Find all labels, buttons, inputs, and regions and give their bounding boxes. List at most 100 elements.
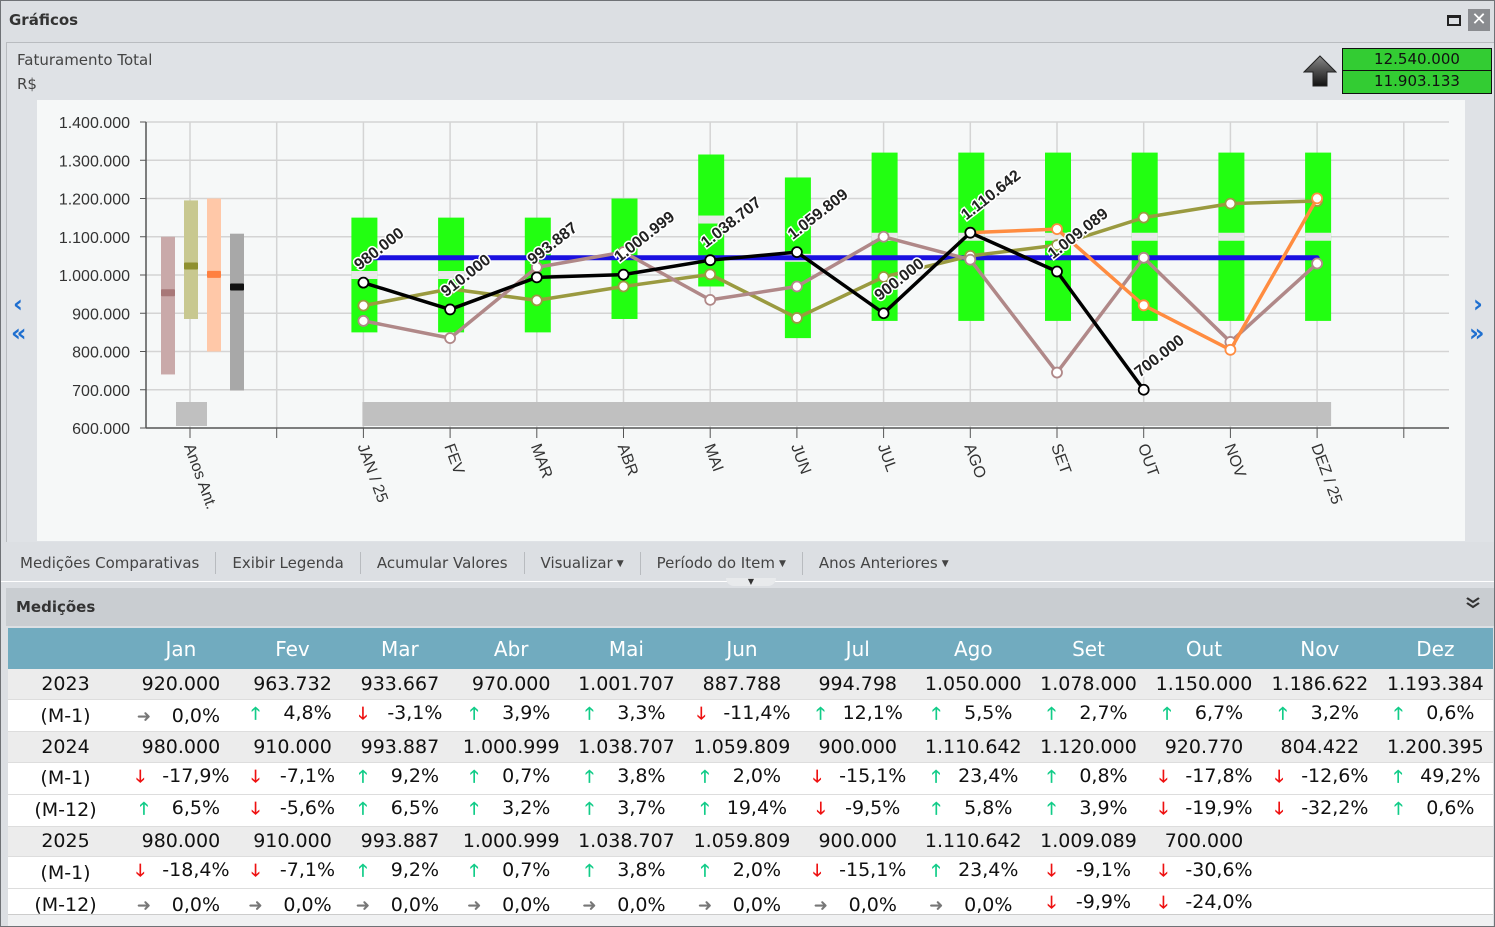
- column-header[interactable]: Jul: [799, 628, 916, 669]
- column-header[interactable]: [8, 628, 123, 669]
- column-header[interactable]: Mar: [346, 628, 454, 669]
- x-tick-label: FEV: [440, 442, 467, 477]
- table-cell: 🡑 6,5%: [123, 794, 239, 827]
- column-header[interactable]: Set: [1030, 628, 1147, 669]
- column-header[interactable]: Out: [1146, 628, 1262, 669]
- percent-value: 9,2%: [390, 859, 440, 881]
- arrow-up-icon: 🡑: [1047, 704, 1056, 724]
- percent-value: 0,0%: [171, 893, 221, 916]
- toolbar-anos-anteriores[interactable]: Anos Anteriores ▼: [803, 552, 965, 575]
- prev-year-avg-marker: [230, 283, 244, 291]
- percent-value: 6,5%: [390, 796, 440, 819]
- window-title: Gráficos: [9, 11, 79, 29]
- row-label: 2023: [8, 669, 123, 700]
- toolbar-acumular-valores[interactable]: Acumular Valores: [361, 552, 525, 574]
- toolbar-visualizar[interactable]: Visualizar ▼: [525, 551, 641, 575]
- table-cell: 994.798: [799, 669, 916, 700]
- toolbar-item-label: Visualizar: [540, 553, 613, 572]
- percent-value: -24,0%: [1185, 891, 1253, 913]
- table-cell: 🡓 -32,2%: [1261, 794, 1378, 827]
- data-point: [1224, 197, 1237, 210]
- percent-value: 23,4%: [958, 764, 1019, 787]
- percent-value: -9,9%: [1075, 891, 1132, 913]
- column-header[interactable]: Nov: [1261, 628, 1378, 669]
- target-total: 12.540.000: [1342, 48, 1492, 71]
- toolbar-medicoes-comparativas[interactable]: Medições Comparativas: [6, 552, 217, 574]
- target-mark: [351, 271, 378, 279]
- splitter-toggle-icon[interactable]: ▼: [726, 578, 776, 586]
- row-label: (M-12): [8, 794, 123, 827]
- data-point: [617, 280, 630, 293]
- arrow-up-icon: 🡑: [1278, 704, 1288, 724]
- table-cell: 🡑 3,7%: [568, 794, 685, 827]
- x-tick-label: Anos Ant.: [180, 442, 219, 512]
- table-cell: 🡑 3,9%: [453, 699, 569, 732]
- column-header[interactable]: Ago: [915, 628, 1031, 669]
- medicoes-title: Medições: [16, 598, 96, 616]
- x-tick-label: JUL: [874, 442, 900, 475]
- percent-value: 6,7%: [1194, 702, 1244, 724]
- arrow-down-icon: 🡓: [1274, 798, 1284, 819]
- table-cell: 700.000: [1146, 826, 1262, 857]
- table-cell: 🡑 49,2%: [1377, 762, 1493, 795]
- prev-year-range-bar: [161, 236, 175, 375]
- column-header[interactable]: Jan: [123, 628, 239, 669]
- target-mark: [1218, 232, 1245, 241]
- percent-value: 3,8%: [617, 859, 666, 881]
- percent-value: -17,9%: [162, 764, 230, 787]
- table-cell: 1.001.707: [568, 669, 685, 700]
- table-cell: 993.887: [346, 731, 454, 763]
- table-cell: [1261, 826, 1378, 857]
- percent-value: 19,4%: [726, 796, 788, 819]
- row-label: (M-1): [8, 699, 123, 732]
- table-row: 2023 920.000 963.732 933.667 970.000 1.001.70…: [8, 669, 1493, 700]
- double-chevron-down-icon[interactable]: [1465, 596, 1482, 614]
- prev-page-icon[interactable]: ‹: [13, 290, 23, 318]
- table-cell: 🡑 3,9%: [1030, 794, 1147, 827]
- last-page-icon[interactable]: »: [1469, 319, 1485, 347]
- arrow-up-icon: 🡑: [1047, 798, 1056, 819]
- medicoes-header: Medições: [6, 588, 1494, 626]
- close-icon[interactable]: ✕: [1468, 9, 1490, 31]
- table-cell: 1.059.809: [684, 731, 800, 763]
- table-cell: 804.422: [1261, 731, 1378, 763]
- arrow-up-icon: 🡑: [1162, 704, 1172, 724]
- table-cell: 🡑 5,8%: [915, 794, 1031, 827]
- data-point: [704, 293, 717, 306]
- column-header[interactable]: Mai: [568, 628, 685, 669]
- table-cell: 1.150.000: [1146, 669, 1262, 700]
- data-point: [1137, 299, 1150, 312]
- column-header[interactable]: Dez: [1377, 628, 1493, 669]
- maximize-icon[interactable]: [1447, 15, 1461, 26]
- table-header-row: Jan Fev Mar Abr Mai Jun Jul Ago Set Out Nov Dez: [8, 628, 1493, 669]
- x-tick-label: MAR: [527, 442, 555, 481]
- column-header[interactable]: Fev: [238, 628, 347, 669]
- table-cell: 🡓 -7,1%: [238, 762, 347, 795]
- arrow-down-icon: 🡓: [358, 704, 368, 724]
- percent-value: 3,9%: [502, 702, 551, 724]
- next-page-icon[interactable]: ›: [1473, 290, 1483, 318]
- table-cell: 🡑 3,8%: [568, 856, 685, 889]
- table-cell: 🡓 -15,1%: [799, 856, 916, 889]
- data-point: [1051, 223, 1063, 236]
- first-page-icon[interactable]: «: [11, 319, 27, 347]
- table-cell: [1261, 856, 1378, 889]
- percent-value: -11,4%: [723, 702, 791, 724]
- arrow-down-icon: 🡓: [696, 704, 706, 724]
- data-point: [704, 268, 717, 281]
- prev-year-range-bar: [230, 233, 244, 391]
- column-header[interactable]: Abr: [453, 628, 569, 669]
- arrow-right-icon: ➜: [136, 706, 152, 727]
- data-point: [964, 253, 977, 266]
- column-header[interactable]: Jun: [684, 628, 800, 669]
- toolbar-periodo-do-item[interactable]: Período do Item ▼: [641, 551, 803, 575]
- table-cell: 🡓 -5,6%: [238, 794, 347, 827]
- table-cell: 🡑 12,1%: [799, 699, 916, 732]
- faturamento-chart: 600.000 700.000 800.000 900.000 1.000.000 1.1…: [59, 115, 1449, 512]
- series-line-ano-anterior: [363, 235, 1319, 375]
- percent-value: 5,8%: [964, 796, 1013, 819]
- data-point: [617, 246, 630, 258]
- percent-value: -12,6%: [1301, 764, 1369, 787]
- toolbar-exibir-legenda[interactable]: Exibir Legenda: [216, 552, 361, 574]
- table-cell: 🡑 3,2%: [453, 794, 569, 827]
